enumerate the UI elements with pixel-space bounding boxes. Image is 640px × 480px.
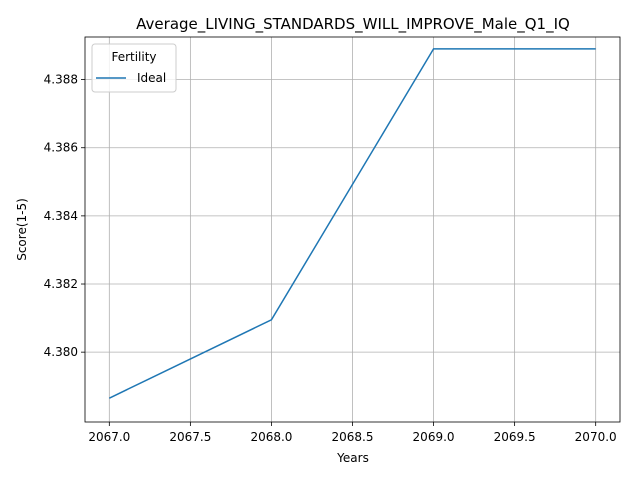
- legend-label-ideal: Ideal: [137, 71, 166, 85]
- y-tick-label: 4.384: [44, 209, 78, 223]
- y-tick-label: 4.382: [44, 277, 78, 291]
- series-line-ideal: [108, 48, 596, 399]
- y-tick-label: 4.380: [44, 345, 78, 359]
- x-tick-label: 2067.0: [88, 430, 130, 444]
- grid-lines: [85, 37, 620, 422]
- x-tick-label: 2068.5: [332, 430, 374, 444]
- series-layer: [108, 48, 596, 399]
- x-tick-label: 2069.0: [413, 430, 455, 444]
- axis-ticks: 2067.0 2067.5 2068.0 2068.5 2069.0 2069.5 2070…: [44, 73, 617, 444]
- x-tick-label: 2070.0: [575, 430, 617, 444]
- y-tick-label: 4.386: [44, 141, 78, 155]
- y-axis-label: Score(1-5): [15, 198, 29, 261]
- x-tick-label: 2068.0: [250, 430, 292, 444]
- legend-title: Fertility: [111, 50, 156, 64]
- x-axis-label: Years: [336, 451, 369, 465]
- x-tick-label: 2067.5: [169, 430, 211, 444]
- chart-title: Average_LIVING_STANDARDS_WILL_IMPROVE_Ma…: [136, 15, 570, 34]
- x-tick-label: 2069.5: [494, 430, 536, 444]
- legend-box: [91, 43, 177, 93]
- legend: Fertility Ideal: [91, 43, 177, 93]
- y-tick-label: 4.388: [44, 73, 78, 87]
